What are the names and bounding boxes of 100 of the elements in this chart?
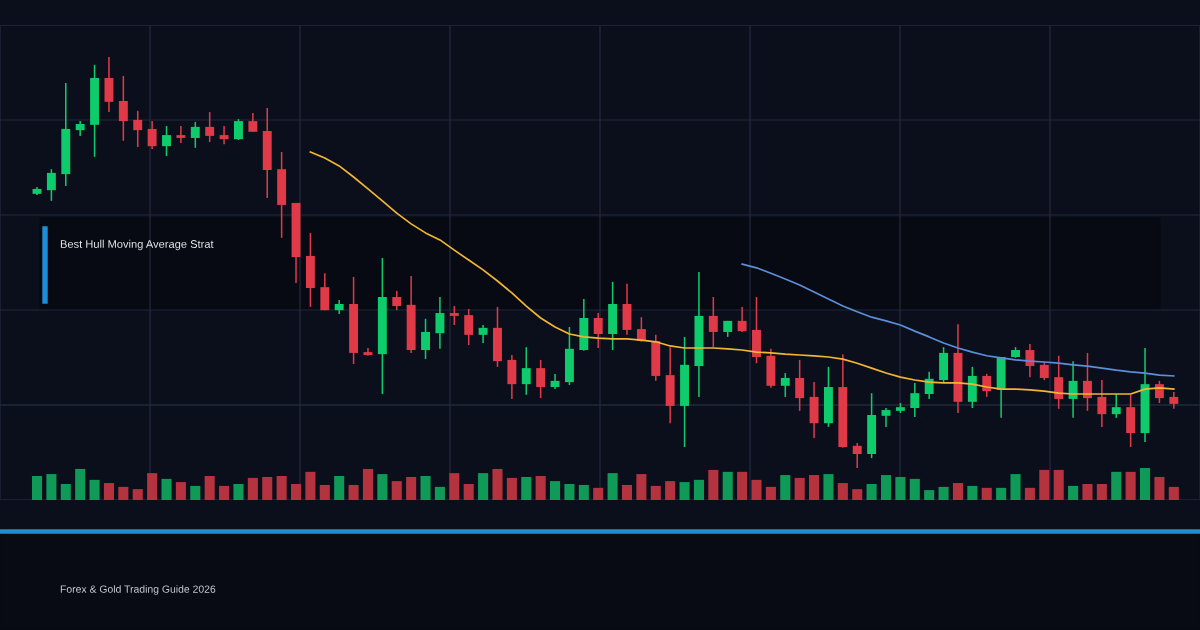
bar (147, 473, 158, 500)
candlestick (910, 382, 920, 418)
bar (967, 485, 978, 500)
candlestick (521, 346, 531, 396)
bar (621, 484, 633, 500)
candlestick (464, 308, 474, 346)
candlestick (248, 112, 258, 133)
bar (895, 476, 906, 500)
bar (46, 474, 57, 500)
bar (334, 476, 345, 500)
bar (650, 485, 661, 500)
bar (434, 486, 445, 500)
bar (981, 487, 992, 500)
bar (31, 476, 43, 500)
bar (348, 484, 359, 500)
bar (1010, 474, 1021, 500)
bar (247, 477, 258, 500)
bar (175, 482, 186, 500)
bar (478, 473, 489, 500)
candlestick (190, 121, 200, 149)
bar (406, 476, 417, 500)
candlestick (176, 125, 186, 144)
candlestick (392, 290, 402, 311)
candlestick (435, 296, 445, 350)
bar (938, 486, 949, 500)
candlestick (320, 272, 330, 311)
bar (362, 468, 374, 500)
bar (463, 484, 474, 500)
bar (1125, 471, 1136, 500)
bar (780, 475, 791, 500)
bar (449, 473, 460, 500)
bar (909, 478, 920, 500)
bar (305, 471, 316, 500)
candlestick (852, 442, 862, 469)
bar (880, 475, 892, 500)
bar (161, 478, 172, 500)
bar (693, 479, 704, 500)
bar (809, 475, 820, 500)
bar (118, 486, 129, 500)
bar (550, 481, 561, 500)
candlestick (234, 118, 243, 141)
bar (751, 479, 762, 500)
bar (132, 489, 143, 500)
candlestick (737, 306, 747, 333)
candlestick (1039, 361, 1049, 381)
bar (578, 484, 589, 500)
annotation: Best Hull Moving Average Strat (60, 239, 214, 251)
bar (996, 487, 1007, 500)
candlestick (205, 111, 215, 143)
candlestick (795, 359, 805, 412)
candlestick (881, 407, 891, 428)
candlestick (1097, 379, 1107, 428)
bar (319, 484, 330, 500)
bar (708, 469, 719, 500)
bar (492, 468, 503, 500)
bar (794, 477, 805, 500)
bar (852, 489, 863, 500)
text: Forex & Gold Trading Guide 2026 (60, 585, 216, 595)
candlestick (1111, 393, 1121, 419)
bar (262, 476, 273, 500)
bar (1039, 469, 1050, 500)
bar (190, 485, 201, 500)
bar (1154, 476, 1165, 500)
candlestick (593, 312, 603, 349)
candlestick (1054, 355, 1064, 410)
bar (535, 476, 546, 500)
bar (823, 474, 834, 500)
bar (1139, 468, 1151, 500)
bar (506, 477, 517, 500)
bar (837, 483, 848, 500)
bar (89, 479, 100, 500)
candlestick (147, 120, 157, 150)
bar (737, 471, 748, 500)
candlestick (536, 359, 546, 399)
bar (1024, 487, 1035, 500)
candlestick (104, 56, 114, 113)
bar (1053, 469, 1064, 500)
bar (679, 482, 690, 500)
candlestick (449, 305, 459, 326)
bar (564, 484, 575, 500)
bar (420, 476, 431, 500)
candlestick (133, 110, 143, 148)
bar (1168, 486, 1179, 500)
bar (866, 484, 877, 500)
bar (1111, 471, 1122, 500)
bar (103, 483, 114, 500)
candlestick (780, 372, 790, 398)
candlestick (118, 75, 128, 142)
candlestick (162, 125, 171, 157)
bar (924, 490, 935, 500)
candlestick (219, 125, 229, 145)
bar (75, 468, 86, 500)
bar (722, 471, 733, 500)
bar (952, 483, 963, 500)
bar (233, 484, 244, 500)
candlestick (708, 296, 718, 348)
bar (1082, 484, 1093, 500)
bar (636, 474, 647, 500)
bar (60, 484, 71, 500)
bar (290, 484, 302, 500)
